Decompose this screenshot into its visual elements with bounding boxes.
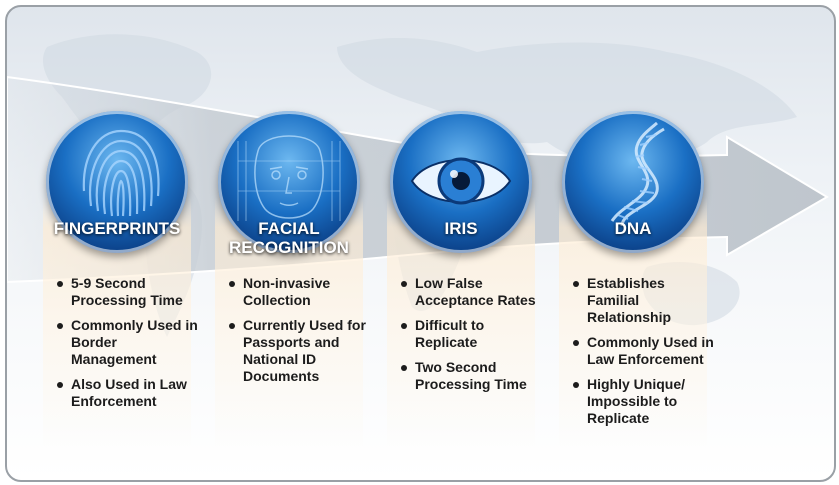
bullet-item: Non-invasive Collection — [227, 275, 371, 309]
bullet-list: Non-invasive Collection Currently Used f… — [227, 275, 371, 393]
bullet-item: Also Used in Law Enforcement — [55, 376, 199, 410]
column-iris: IRIS Low False Acceptance Rates Difficul… — [377, 7, 545, 480]
column-dna: DNA Establishes Familial Relationship Co… — [549, 7, 717, 480]
bullet-item: Commonly Used in Law Enforcement — [571, 334, 715, 368]
bullet-item: Low False Acceptance Rates — [399, 275, 543, 309]
title-line: IRIS — [444, 219, 478, 238]
bullet-item: Currently Used for Passports and Nationa… — [227, 317, 371, 385]
facial-recognition-circle: FACIAL RECOGNITION — [218, 111, 360, 257]
column-title: IRIS — [390, 219, 532, 238]
title-line: FINGERPRINTS — [53, 219, 181, 238]
bullet-list: Establishes Familial Relationship Common… — [571, 275, 715, 435]
bullet-item: Two Second Processing Time — [399, 359, 543, 393]
title-line: DNA — [614, 219, 652, 238]
bullet-item: Difficult to Replicate — [399, 317, 543, 351]
title-line: FACIAL — [258, 219, 320, 238]
eye-icon — [410, 157, 512, 205]
fingerprints-circle: FINGERPRINTS — [46, 111, 188, 253]
bullet-list: Low False Acceptance Rates Difficult to … — [399, 275, 543, 401]
iris-circle: IRIS — [390, 111, 532, 253]
bullet-item: Commonly Used in Border Management — [55, 317, 199, 368]
title-line: RECOGNITION — [229, 238, 349, 257]
dna-helix-icon — [610, 121, 665, 227]
fingerprint-icon — [82, 129, 160, 217]
column-title: DNA — [562, 219, 704, 238]
bullet-list: 5-9 Second Processing Time Commonly Used… — [55, 275, 199, 418]
dna-circle: DNA — [562, 111, 704, 253]
diagram-frame: FINGERPRINTS 5-9 Second Processing Time … — [5, 5, 836, 482]
column-facial-recognition: FACIAL RECOGNITION Non-invasive Collecti… — [205, 7, 373, 480]
column-title: FACIAL RECOGNITION — [218, 219, 360, 257]
face-icon — [237, 135, 341, 221]
column-fingerprints: FINGERPRINTS 5-9 Second Processing Time … — [33, 7, 201, 480]
bullet-item: Establishes Familial Relationship — [571, 275, 715, 326]
bullet-item: Highly Unique/ Impossible to Replicate — [571, 376, 715, 427]
column-title: FINGERPRINTS — [46, 219, 188, 238]
bullet-item: 5-9 Second Processing Time — [55, 275, 199, 309]
